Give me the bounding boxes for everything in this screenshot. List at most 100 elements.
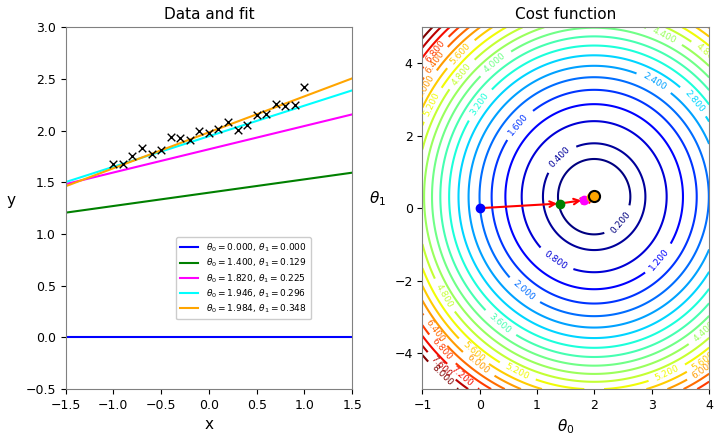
Text: 6.400: 6.400 — [423, 318, 446, 344]
Text: 2.800: 2.800 — [683, 88, 706, 114]
Text: 4.800: 4.800 — [694, 42, 720, 66]
$\theta_0 = 0. 000,\, \theta_1 = 0. 000$ — [138, 335, 146, 340]
Point — [165, 133, 176, 140]
Point — [146, 150, 158, 157]
Point — [117, 160, 129, 167]
$\theta_0 = 0. 000,\, \theta_1 = 0. 000$ — [323, 335, 332, 340]
$\theta_0 = 1. 946,\, \theta_1 = 0. 296$ — [78, 174, 87, 179]
Text: 4.400: 4.400 — [651, 26, 678, 45]
Text: 0.800: 0.800 — [542, 249, 569, 272]
Text: 6.000: 6.000 — [465, 353, 491, 376]
$\theta_0 = 1. 946,\, \theta_1 = 0. 296$ — [138, 155, 146, 160]
$\theta_0 = 1. 984,\, \theta_1 = 0. 348$ — [73, 179, 81, 185]
Point — [279, 103, 291, 110]
Point — [127, 153, 138, 160]
Point — [289, 102, 301, 109]
Text: 5.600: 5.600 — [448, 41, 472, 66]
$\theta_0 = 0. 000,\, \theta_1 = 0. 000$ — [114, 335, 123, 340]
$\theta_0 = 1. 400,\, \theta_1 = 0. 129$ — [114, 202, 123, 208]
$\theta_0 = 0. 000,\, \theta_1 = 0. 000$ — [78, 335, 87, 340]
Text: 6.800: 6.800 — [430, 337, 454, 362]
$\theta_0 = 1. 820,\, \theta_1 = 0. 225$ — [348, 112, 356, 117]
$\theta_0 = 1. 820,\, \theta_1 = 0. 225$ — [138, 163, 146, 168]
Line: $\theta_0 = 1. 820,\, \theta_1 = 0. 225$: $\theta_0 = 1. 820,\, \theta_1 = 0. 225$ — [66, 114, 352, 184]
$\theta_0 = 1. 400,\, \theta_1 = 0. 129$ — [138, 199, 146, 205]
Text: 3.200: 3.200 — [468, 91, 490, 117]
$\theta_0 = 1. 820,\, \theta_1 = 0. 225$ — [78, 177, 87, 183]
$\theta_0 = 1. 946,\, \theta_1 = 0. 296$ — [114, 163, 123, 168]
$\theta_0 = 1. 400,\, \theta_1 = 0. 129$ — [323, 173, 332, 179]
$\theta_0 = 1. 984,\, \theta_1 = 0. 348$ — [78, 177, 87, 183]
X-axis label: x: x — [204, 417, 213, 432]
Point — [232, 126, 243, 133]
Text: 1.200: 1.200 — [648, 246, 671, 272]
$\theta_0 = 0. 000,\, \theta_1 = 0. 000$ — [73, 335, 81, 340]
Text: 2.000: 2.000 — [511, 279, 536, 303]
Point — [156, 146, 167, 153]
$\theta_0 = 1. 400,\, \theta_1 = 0. 129$ — [348, 170, 356, 175]
Y-axis label: $\theta_1$: $\theta_1$ — [369, 190, 386, 208]
Text: 7.200: 7.200 — [449, 365, 474, 389]
$\theta_0 = 1. 984,\, \theta_1 = 0. 348$ — [323, 85, 332, 90]
$\theta_0 = 1. 984,\, \theta_1 = 0. 348$ — [333, 81, 342, 86]
$\theta_0 = 0. 000,\, \theta_1 = 0. 000$ — [348, 335, 356, 340]
Point — [222, 119, 234, 126]
$\theta_0 = 1. 400,\, \theta_1 = 0. 129$ — [78, 208, 87, 213]
Point — [241, 121, 253, 128]
$\theta_0 = 1. 946,\, \theta_1 = 0. 296$ — [348, 88, 356, 93]
Text: 5.600: 5.600 — [690, 350, 716, 372]
Text: 4.800: 4.800 — [450, 61, 473, 87]
Text: 6.000: 6.000 — [415, 73, 436, 100]
$\theta_0 = 1. 946,\, \theta_1 = 0. 296$ — [61, 179, 70, 185]
Line: $\theta_0 = 1. 984,\, \theta_1 = 0. 348$: $\theta_0 = 1. 984,\, \theta_1 = 0. 348$ — [66, 78, 352, 186]
Text: 5.200: 5.200 — [504, 362, 531, 382]
Text: 2.400: 2.400 — [642, 71, 667, 93]
Text: 4.400: 4.400 — [691, 320, 716, 344]
Text: 6.000: 6.000 — [690, 358, 717, 380]
Title: Cost function: Cost function — [515, 7, 616, 22]
$\theta_0 = 1. 400,\, \theta_1 = 0. 129$ — [73, 208, 81, 214]
Text: 6.400: 6.400 — [424, 49, 446, 75]
Text: 5.200: 5.200 — [654, 364, 681, 383]
Point — [270, 100, 282, 107]
Text: 8.000: 8.000 — [430, 363, 454, 388]
Text: 1.600: 1.600 — [507, 112, 531, 137]
Line: $\theta_0 = 1. 400,\, \theta_1 = 0. 129$: $\theta_0 = 1. 400,\, \theta_1 = 0. 129$ — [66, 173, 352, 213]
Title: Data and fit: Data and fit — [163, 7, 254, 22]
Point — [194, 128, 205, 135]
Point — [174, 134, 186, 141]
$\theta_0 = 1. 984,\, \theta_1 = 0. 348$ — [138, 155, 146, 160]
$\theta_0 = 1. 984,\, \theta_1 = 0. 348$ — [114, 163, 123, 169]
Text: 5.600: 5.600 — [461, 340, 486, 364]
$\theta_0 = 1. 984,\, \theta_1 = 0. 348$ — [348, 76, 356, 81]
Point — [261, 111, 272, 118]
$\theta_0 = 1. 400,\, \theta_1 = 0. 129$ — [61, 210, 70, 215]
$\theta_0 = 1. 400,\, \theta_1 = 0. 129$ — [333, 172, 342, 177]
Text: 0.200: 0.200 — [609, 210, 632, 235]
Text: 0.400: 0.400 — [547, 145, 572, 170]
$\theta_0 = 1. 820,\, \theta_1 = 0. 225$ — [333, 115, 342, 120]
Line: $\theta_0 = 1. 946,\, \theta_1 = 0. 296$: $\theta_0 = 1. 946,\, \theta_1 = 0. 296$ — [66, 90, 352, 182]
X-axis label: $\theta_0$: $\theta_0$ — [557, 417, 575, 436]
$\theta_0 = 1. 820,\, \theta_1 = 0. 225$ — [323, 118, 332, 123]
$\theta_0 = 1. 820,\, \theta_1 = 0. 225$ — [114, 168, 123, 174]
Point — [184, 137, 196, 144]
Point — [299, 83, 310, 90]
$\theta_0 = 1. 984,\, \theta_1 = 0. 348$ — [61, 183, 70, 189]
$\theta_0 = 1. 820,\, \theta_1 = 0. 225$ — [61, 182, 70, 187]
$\theta_0 = 0. 000,\, \theta_1 = 0. 000$ — [333, 335, 342, 340]
Point — [107, 161, 119, 168]
$\theta_0 = 1. 946,\, \theta_1 = 0. 296$ — [323, 96, 332, 101]
Point — [203, 129, 215, 136]
Text: 4.800: 4.800 — [433, 282, 454, 309]
Text: 5.200: 5.200 — [422, 91, 441, 118]
Point — [136, 144, 148, 152]
$\theta_0 = 1. 946,\, \theta_1 = 0. 296$ — [73, 176, 81, 181]
Text: 6.800: 6.800 — [424, 38, 447, 64]
Text: 4.000: 4.000 — [482, 51, 508, 75]
$\theta_0 = 1. 946,\, \theta_1 = 0. 296$ — [333, 92, 342, 97]
Y-axis label: y: y — [7, 193, 16, 208]
Point — [212, 126, 224, 133]
Text: 7.600: 7.600 — [429, 354, 454, 379]
Point — [251, 112, 263, 119]
